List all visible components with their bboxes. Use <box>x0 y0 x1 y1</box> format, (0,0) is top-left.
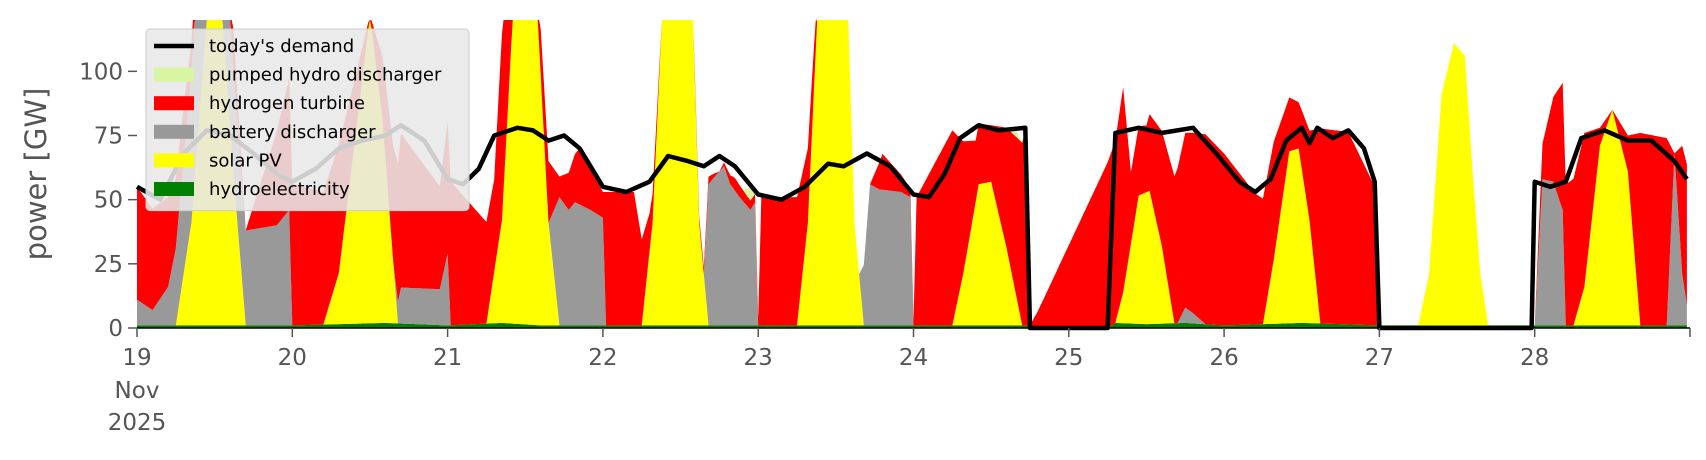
x-tick-label: 20 <box>278 345 307 371</box>
legend-label: pumped hydro discharger <box>209 65 442 86</box>
x-tick-label: 26 <box>1209 345 1238 371</box>
y-tick-label: 100 <box>79 59 123 85</box>
x-tick-sublabel-month: Nov <box>115 378 160 404</box>
legend-swatch <box>154 96 194 111</box>
legend-label: hydroelectricity <box>209 179 350 200</box>
legend-label: battery discharger <box>209 122 376 143</box>
x-tick-label: 28 <box>1520 345 1549 371</box>
legend-swatch <box>154 182 194 196</box>
legend-swatch <box>154 153 194 168</box>
x-tick-label: 19 <box>122 345 151 371</box>
legend-box <box>145 28 470 212</box>
y-tick-label: 75 <box>94 124 123 150</box>
x-tick-label: 21 <box>433 345 462 371</box>
area-hydroelectricity <box>137 322 1687 328</box>
y-tick-label: 25 <box>94 252 123 278</box>
legend-swatch <box>154 124 194 139</box>
legend-label: hydrogen turbine <box>209 93 365 114</box>
legend-swatch <box>154 67 194 82</box>
legend: today's demand pumped hydro discharger hyd… <box>145 28 470 212</box>
x-tick-label: 23 <box>744 345 773 371</box>
area-battery <box>137 20 1687 328</box>
x-tick-sublabel-year: 2025 <box>108 410 167 436</box>
x-tick-label: 27 <box>1365 345 1394 371</box>
x-tick-label: 25 <box>1054 345 1083 371</box>
area-solar <box>137 20 1687 328</box>
legend-label: today's demand <box>209 36 354 57</box>
y-tick-label: 50 <box>94 188 123 214</box>
axes: 0 25 50 75 100 19 Nov 2025 20 21 22 23 24 25 26 27 28 <box>79 59 1691 436</box>
x-tick-label: 22 <box>588 345 617 371</box>
y-axis-label: power [GW] <box>19 88 53 261</box>
legend-label: solar PV <box>209 150 282 171</box>
y-tick-label: 0 <box>108 316 123 342</box>
x-tick-label: 24 <box>899 345 928 371</box>
